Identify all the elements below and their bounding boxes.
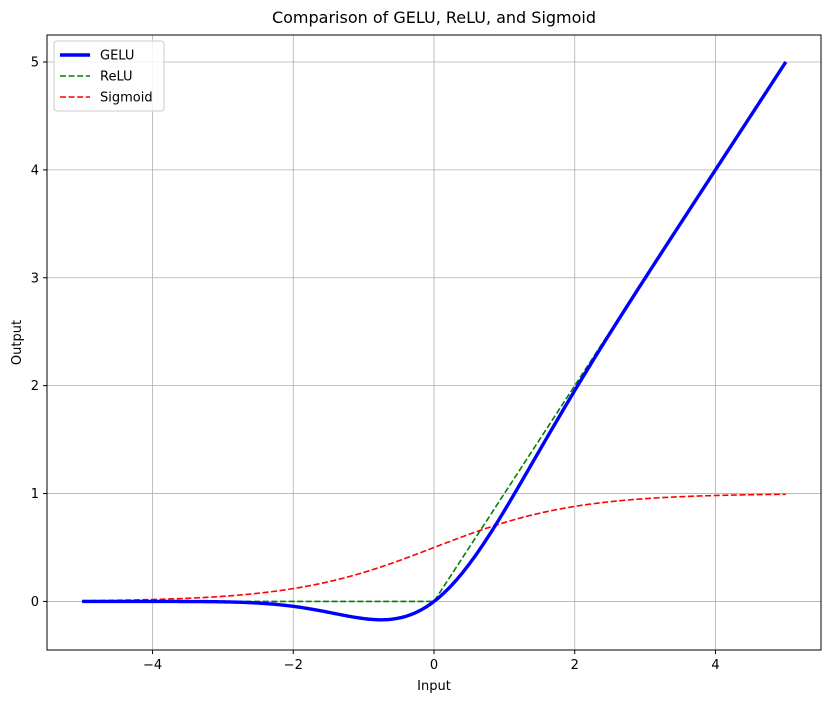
legend-label-relu: ReLU xyxy=(100,70,133,85)
x-axis-ticks: −4 −2 0 2 4 xyxy=(143,650,720,673)
y-tick-label: 5 xyxy=(31,55,39,70)
x-tick-label: 4 xyxy=(711,658,719,673)
x-tick-label: −2 xyxy=(284,658,303,673)
plot-lines xyxy=(82,61,788,622)
legend-box xyxy=(53,40,165,112)
x-tick-label: 2 xyxy=(571,658,579,673)
chart-title: Comparison of GELU, ReLU, and Sigmoid xyxy=(272,8,596,27)
series-line-sigmoid xyxy=(82,493,786,602)
x-tick-label: −4 xyxy=(143,658,162,673)
legend-label-gelu: GELU xyxy=(100,49,134,64)
y-axis-label: Output xyxy=(10,320,25,365)
y-tick-label: 4 xyxy=(31,163,39,178)
y-tick-label: 1 xyxy=(31,487,39,502)
y-axis-ticks: 0 1 2 3 4 5 xyxy=(31,55,47,610)
x-tick-label: 0 xyxy=(430,658,438,673)
grid xyxy=(47,35,821,650)
y-tick-label: 3 xyxy=(31,271,39,286)
y-tick-label: 2 xyxy=(31,379,39,394)
legend-label-sigmoid: Sigmoid xyxy=(100,91,153,106)
series-line-gelu xyxy=(82,61,788,622)
legend: GELU ReLU Sigmoid xyxy=(53,40,165,112)
y-tick-label: 0 xyxy=(31,595,39,610)
x-axis-label: Input xyxy=(417,679,451,694)
